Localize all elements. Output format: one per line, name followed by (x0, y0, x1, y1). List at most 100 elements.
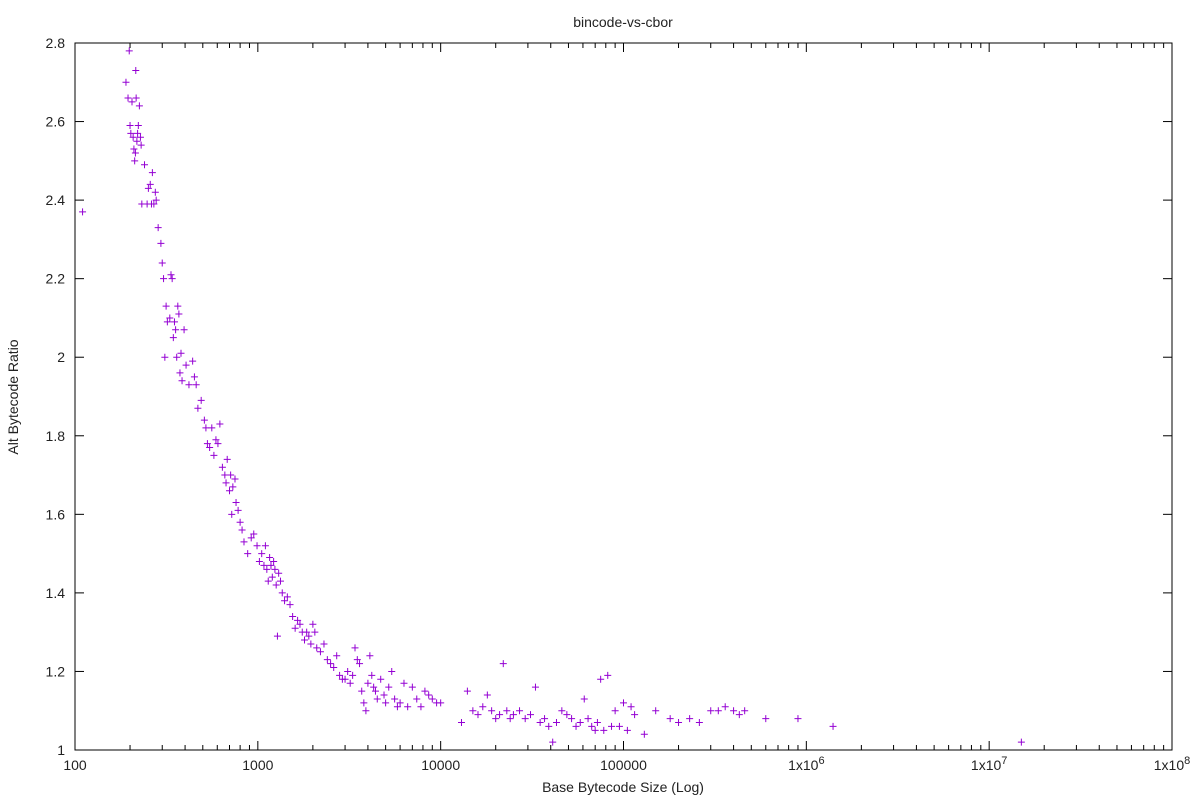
data-point (425, 691, 433, 699)
x-tick-label: 1x108 (1154, 755, 1190, 773)
data-point (177, 349, 185, 357)
data-point (255, 557, 263, 565)
data-point (479, 703, 487, 711)
data-point (584, 715, 592, 723)
data-point (301, 636, 309, 644)
data-point (137, 141, 145, 149)
data-point (608, 722, 616, 730)
data-point (126, 121, 134, 129)
data-point (527, 711, 535, 719)
data-point (640, 730, 648, 738)
data-point (203, 440, 211, 448)
data-point (303, 628, 311, 636)
data-point (396, 699, 404, 707)
data-point (336, 671, 344, 679)
data-point (206, 444, 214, 452)
data-point (132, 94, 140, 102)
data-point (216, 420, 224, 428)
data-point (152, 196, 160, 204)
data-point (762, 715, 770, 723)
data-point (289, 612, 297, 620)
data-point (124, 94, 132, 102)
data-point (234, 506, 242, 514)
x-tick-label: 100000 (600, 757, 647, 773)
data-point (148, 169, 156, 177)
data-point (231, 475, 239, 483)
data-point (307, 640, 315, 648)
data-point (250, 530, 258, 538)
data-point (182, 361, 190, 369)
data-point (604, 671, 612, 679)
data-point (356, 660, 364, 668)
y-tick-label: 2.8 (46, 35, 66, 51)
data-point (157, 239, 165, 247)
data-point (134, 121, 142, 129)
data-point (167, 271, 175, 279)
data-points (79, 47, 1025, 746)
data-point (141, 161, 149, 169)
data-point (730, 707, 738, 715)
data-point (404, 703, 412, 711)
data-point (268, 573, 276, 581)
data-point (258, 550, 266, 558)
data-point (172, 326, 180, 334)
data-point (615, 722, 623, 730)
data-point (499, 660, 507, 668)
data-point (549, 738, 557, 746)
data-point (327, 660, 335, 668)
data-point (316, 648, 324, 656)
data-point (170, 318, 178, 326)
data-point (174, 302, 182, 310)
data-point (558, 707, 566, 715)
data-point (351, 644, 359, 652)
data-point (267, 561, 275, 569)
data-point (135, 102, 143, 110)
data-point (506, 715, 514, 723)
data-point (218, 463, 226, 471)
data-point (417, 703, 425, 711)
data-point (311, 628, 319, 636)
data-point (588, 722, 596, 730)
chart-title: bincode-vs-cbor (573, 14, 673, 30)
y-tick-label: 1.4 (46, 585, 66, 601)
data-point (437, 699, 445, 707)
data-point (226, 487, 234, 495)
data-point (741, 707, 749, 715)
data-point (368, 671, 376, 679)
data-point (572, 722, 580, 730)
data-point (353, 656, 361, 664)
data-point (373, 695, 381, 703)
data-point (593, 719, 601, 727)
data-point (675, 719, 683, 727)
data-point (623, 726, 631, 734)
data-point (133, 137, 141, 145)
data-point (214, 440, 222, 448)
data-point (180, 326, 188, 334)
data-point (707, 707, 715, 715)
data-point (136, 133, 144, 141)
y-tick-label: 1.8 (46, 428, 66, 444)
data-point (144, 184, 152, 192)
data-point (244, 550, 252, 558)
x-axis-label: Base Bytecode Size (Log) (542, 779, 704, 795)
data-point (794, 715, 802, 723)
data-point (735, 711, 743, 719)
x-tick-label: 100 (63, 757, 87, 773)
data-point (173, 353, 181, 361)
data-point (627, 703, 635, 711)
data-point (132, 66, 140, 74)
data-point (408, 683, 416, 691)
data-point (393, 703, 401, 711)
data-point (232, 499, 240, 507)
data-point (272, 581, 280, 589)
data-point (264, 577, 272, 585)
data-point (488, 707, 496, 715)
axis-ticks: 1 1.2 1.4 1.6 1.8 2 2.2 2.4 2.6 2.8 100 1000 10000 10… (46, 35, 1191, 773)
data-point (349, 671, 357, 679)
data-point (1017, 738, 1025, 746)
data-point (263, 565, 271, 573)
data-point (474, 711, 482, 719)
y-tick-label: 1 (57, 742, 65, 758)
data-point (278, 589, 286, 597)
data-point (580, 695, 588, 703)
